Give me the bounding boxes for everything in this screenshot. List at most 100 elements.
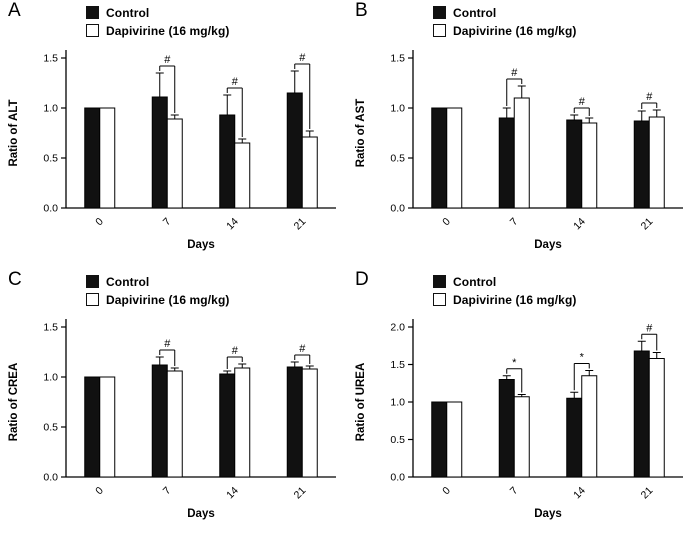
y-axis-label: Ratio of ALT bbox=[8, 99, 20, 166]
sig-symbol: # bbox=[232, 76, 239, 88]
legend-row-control: Control bbox=[433, 5, 576, 20]
bar-treatment bbox=[513, 396, 530, 478]
bar-control bbox=[84, 107, 101, 209]
sig-symbol: # bbox=[232, 345, 239, 357]
y-tick-label: 1.0 bbox=[390, 103, 405, 115]
y-tick-label: 1.0 bbox=[43, 372, 58, 384]
bar-control bbox=[498, 379, 515, 478]
control-swatch-icon bbox=[86, 6, 99, 19]
legend-label-treatment: Dapivirine (16 mg/kg) bbox=[106, 292, 230, 307]
bar-treatment bbox=[301, 368, 318, 478]
y-tick-label: 0.0 bbox=[390, 203, 405, 215]
x-axis-label: Days bbox=[534, 508, 562, 520]
legend-label-treatment: Dapivirine (16 mg/kg) bbox=[106, 23, 230, 38]
y-tick-label: 0.5 bbox=[390, 434, 405, 446]
legend-row-treatment: Dapivirine (16 mg/kg) bbox=[433, 23, 576, 38]
bar-treatment bbox=[234, 142, 251, 209]
x-tick-label: 21 bbox=[639, 216, 656, 233]
legend-row-treatment: Dapivirine (16 mg/kg) bbox=[86, 23, 229, 38]
bar-treatment bbox=[581, 122, 598, 209]
y-tick-label: 0.5 bbox=[43, 153, 58, 165]
y-tick-label: 1.0 bbox=[390, 397, 405, 409]
control-swatch-icon bbox=[433, 6, 446, 19]
bar-control bbox=[498, 117, 515, 209]
legend-row-treatment: Dapivirine (16 mg/kg) bbox=[433, 292, 576, 307]
bar-treatment bbox=[166, 118, 183, 209]
y-tick-label: 0.0 bbox=[43, 203, 58, 215]
bar-control bbox=[151, 96, 168, 209]
legend-row-control: Control bbox=[86, 274, 229, 289]
x-tick-label: 7 bbox=[161, 485, 174, 498]
legend-label-control: Control bbox=[106, 274, 150, 289]
x-tick-label: 7 bbox=[508, 216, 521, 229]
x-tick-label: 21 bbox=[639, 485, 656, 502]
bar-treatment bbox=[301, 136, 318, 209]
bar-treatment bbox=[513, 97, 530, 209]
panel-letter-d: D bbox=[355, 269, 369, 290]
bar-treatment bbox=[446, 107, 463, 209]
bar-treatment bbox=[446, 401, 463, 478]
bar-control bbox=[566, 397, 583, 478]
legend-label-control: Control bbox=[453, 5, 497, 20]
legend-label-control: Control bbox=[106, 5, 150, 20]
chart-ast: 0.0 0.5 1.0 1.5 Ratio of AST 0 7 #14 #21 # Days bbox=[355, 50, 683, 251]
sig-symbol: # bbox=[646, 91, 653, 103]
bar-treatment bbox=[648, 116, 665, 209]
panel-d: D Control Dapivirine (16 mg/kg) 0.0 0.5 1.… bbox=[347, 269, 693, 538]
sig-symbol: # bbox=[646, 322, 653, 334]
x-tick-label: 0 bbox=[440, 485, 453, 498]
bar-treatment bbox=[99, 107, 116, 209]
x-tick-label: 0 bbox=[440, 216, 453, 229]
bar-treatment bbox=[581, 375, 598, 478]
y-axis-label: Ratio of CREA bbox=[8, 363, 20, 442]
y-tick-label: 1.5 bbox=[43, 322, 58, 334]
sig-symbol: # bbox=[511, 67, 518, 79]
legend-label-control: Control bbox=[453, 274, 497, 289]
x-tick-label: 0 bbox=[93, 216, 106, 229]
treatment-swatch-icon bbox=[433, 24, 446, 37]
legend-a: Control Dapivirine (16 mg/kg) bbox=[86, 5, 229, 41]
bar-control bbox=[566, 119, 583, 209]
panel-c: C Control Dapivirine (16 mg/kg) 0.0 0.5 1.… bbox=[0, 269, 347, 538]
panel-letter-b: B bbox=[355, 0, 368, 21]
y-tick-label: 1.0 bbox=[43, 103, 58, 115]
y-axis-label: Ratio of UREA bbox=[355, 363, 367, 442]
x-axis-label: Days bbox=[534, 239, 562, 251]
panel-letter-a: A bbox=[8, 0, 21, 21]
x-tick-label: 14 bbox=[224, 216, 241, 233]
panel-a: A Control Dapivirine (16 mg/kg) 0.0 0.5 1.… bbox=[0, 0, 347, 269]
x-tick-label: 0 bbox=[93, 485, 106, 498]
x-tick-label: 7 bbox=[508, 485, 521, 498]
treatment-swatch-icon bbox=[86, 24, 99, 37]
x-tick-label: 21 bbox=[292, 485, 309, 502]
x-tick-label: 14 bbox=[571, 216, 588, 233]
chart-crea: 0.0 0.5 1.0 1.5 Ratio of CREA 0 7 #14 #21 # Days bbox=[8, 319, 336, 520]
y-tick-label: 1.5 bbox=[390, 53, 405, 65]
sig-symbol: # bbox=[299, 343, 306, 355]
sig-symbol: # bbox=[579, 96, 586, 108]
treatment-swatch-icon bbox=[433, 293, 446, 306]
panel-letter-c: C bbox=[8, 269, 22, 290]
y-tick-label: 0.5 bbox=[390, 153, 405, 165]
sig-symbol: # bbox=[164, 54, 171, 66]
bar-control bbox=[286, 366, 303, 478]
bar-control bbox=[286, 92, 303, 209]
control-swatch-icon bbox=[86, 275, 99, 288]
y-axis-label: Ratio of AST bbox=[355, 99, 367, 168]
y-tick-label: 0.0 bbox=[43, 472, 58, 484]
bar-control bbox=[431, 401, 448, 478]
legend-c: Control Dapivirine (16 mg/kg) bbox=[86, 274, 229, 310]
legend-d: Control Dapivirine (16 mg/kg) bbox=[433, 274, 576, 310]
bar-control bbox=[633, 120, 650, 209]
x-axis-label: Days bbox=[187, 508, 215, 520]
y-tick-label: 1.5 bbox=[43, 53, 58, 65]
y-tick-label: 0.0 bbox=[390, 472, 405, 484]
bar-treatment bbox=[648, 358, 665, 478]
x-axis-label: Days bbox=[187, 239, 215, 251]
bar-treatment bbox=[99, 376, 116, 478]
bar-treatment bbox=[234, 367, 251, 478]
panel-b: B Control Dapivirine (16 mg/kg) 0.0 0.5 1.… bbox=[347, 0, 693, 269]
bar-control bbox=[219, 114, 236, 209]
bar-treatment bbox=[166, 370, 183, 478]
